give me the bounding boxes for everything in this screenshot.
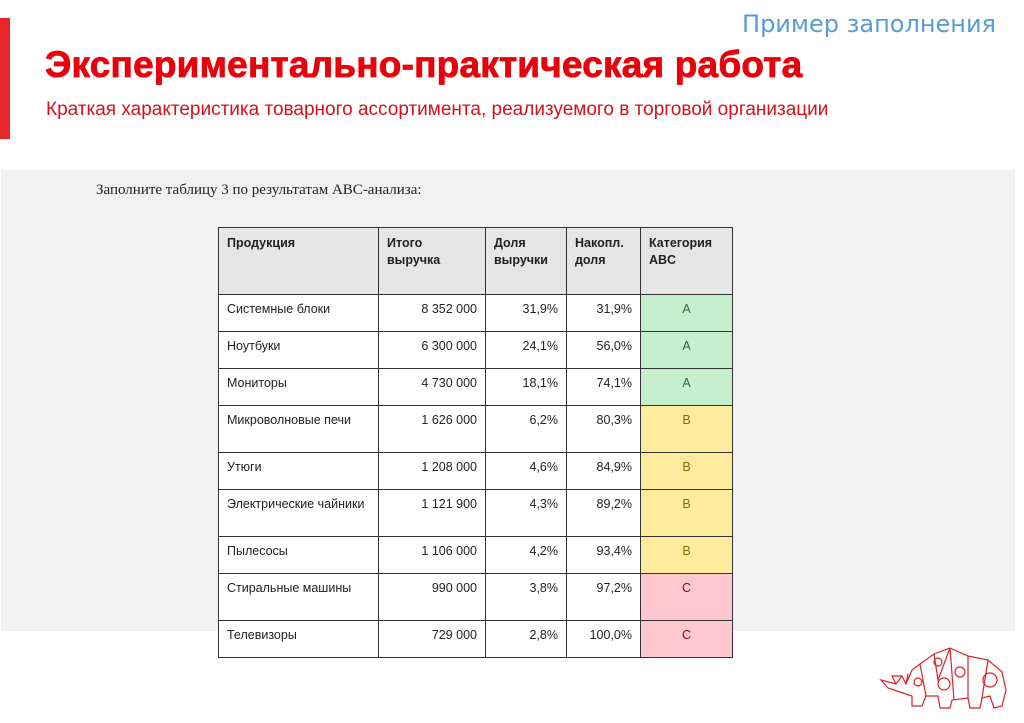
cell-product: Пылесосы bbox=[218, 536, 379, 574]
table-row: Телевизоры 729 000 2,8% 100,0% C bbox=[218, 620, 733, 658]
cell-cumulative: 56,0% bbox=[566, 331, 641, 369]
table-row: Стиральные машины 990 000 3,8% 97,2% C bbox=[218, 573, 733, 621]
header-revenue: Итого выручка bbox=[378, 227, 486, 295]
cell-product: Стиральные машины bbox=[218, 573, 379, 621]
table-header-row: Продукция Итого выручка Доля выручки Нак… bbox=[218, 227, 733, 295]
cell-cumulative: 93,4% bbox=[566, 536, 641, 574]
cell-product: Микроволновые печи bbox=[218, 405, 379, 453]
cell-product: Системные блоки bbox=[218, 294, 379, 332]
cell-revenue: 729 000 bbox=[378, 620, 486, 658]
cell-revenue: 1 106 000 bbox=[378, 536, 486, 574]
cell-cumulative: 84,9% bbox=[566, 452, 641, 490]
instruction-text: Заполните таблицу 3 по результатам АВС-а… bbox=[96, 182, 422, 198]
cell-revenue: 990 000 bbox=[378, 573, 486, 621]
cell-revenue: 1 626 000 bbox=[378, 405, 486, 453]
cell-share: 6,2% bbox=[485, 405, 567, 453]
cell-category: A bbox=[640, 368, 733, 406]
table-row: Системные блоки 8 352 000 31,9% 31,9% A bbox=[218, 294, 733, 332]
table-row: Утюги 1 208 000 4,6% 84,9% B bbox=[218, 452, 733, 490]
cell-product: Телевизоры bbox=[218, 620, 379, 658]
table-row: Электрические чайники 1 121 900 4,3% 89,2% B bbox=[218, 489, 733, 537]
page-title: Экспериментально-практическая работа bbox=[45, 44, 803, 86]
cell-category: B bbox=[640, 536, 733, 574]
cell-share: 31,9% bbox=[485, 294, 567, 332]
cell-cumulative: 74,1% bbox=[566, 368, 641, 406]
cell-share: 24,1% bbox=[485, 331, 567, 369]
page-subtitle: Краткая характеристика товарного ассорти… bbox=[46, 99, 829, 120]
table-row: Микроволновые печи 1 626 000 6,2% 80,3% B bbox=[218, 405, 733, 453]
sample-label: Пример заполнения bbox=[742, 10, 996, 38]
cell-category: C bbox=[640, 573, 733, 621]
cell-category: B bbox=[640, 489, 733, 537]
header-category: Категория ABC bbox=[640, 227, 733, 295]
cell-revenue: 4 730 000 bbox=[378, 368, 486, 406]
cell-product: Утюги bbox=[218, 452, 379, 490]
abc-table: Продукция Итого выручка Доля выручки Нак… bbox=[218, 227, 733, 658]
cell-cumulative: 31,9% bbox=[566, 294, 641, 332]
cell-product: Электрические чайники bbox=[218, 489, 379, 537]
cell-revenue: 1 121 900 bbox=[378, 489, 486, 537]
cell-revenue: 6 300 000 bbox=[378, 331, 486, 369]
cell-product: Мониторы bbox=[218, 368, 379, 406]
cell-share: 4,2% bbox=[485, 536, 567, 574]
cell-share: 18,1% bbox=[485, 368, 567, 406]
cell-category: A bbox=[640, 294, 733, 332]
header-product: Продукция bbox=[218, 227, 379, 295]
cell-cumulative: 80,3% bbox=[566, 405, 641, 453]
cell-share: 3,8% bbox=[485, 573, 567, 621]
table-row: Мониторы 4 730 000 18,1% 74,1% A bbox=[218, 368, 733, 406]
cell-category: B bbox=[640, 452, 733, 490]
rhino-logo-icon bbox=[879, 647, 1007, 709]
header-cumulative: Накопл. доля bbox=[566, 227, 641, 295]
cell-share: 2,8% bbox=[485, 620, 567, 658]
cell-category: C bbox=[640, 620, 733, 658]
cell-revenue: 8 352 000 bbox=[378, 294, 486, 332]
cell-category: A bbox=[640, 331, 733, 369]
cell-share: 4,6% bbox=[485, 452, 567, 490]
accent-bar bbox=[0, 18, 10, 139]
cell-category: B bbox=[640, 405, 733, 453]
cell-cumulative: 97,2% bbox=[566, 573, 641, 621]
table-row: Ноутбуки 6 300 000 24,1% 56,0% A bbox=[218, 331, 733, 369]
table-row: Пылесосы 1 106 000 4,2% 93,4% B bbox=[218, 536, 733, 574]
header-share: Доля выручки bbox=[485, 227, 567, 295]
cell-share: 4,3% bbox=[485, 489, 567, 537]
cell-cumulative: 100,0% bbox=[566, 620, 641, 658]
cell-product: Ноутбуки bbox=[218, 331, 379, 369]
cell-revenue: 1 208 000 bbox=[378, 452, 486, 490]
cell-cumulative: 89,2% bbox=[566, 489, 641, 537]
